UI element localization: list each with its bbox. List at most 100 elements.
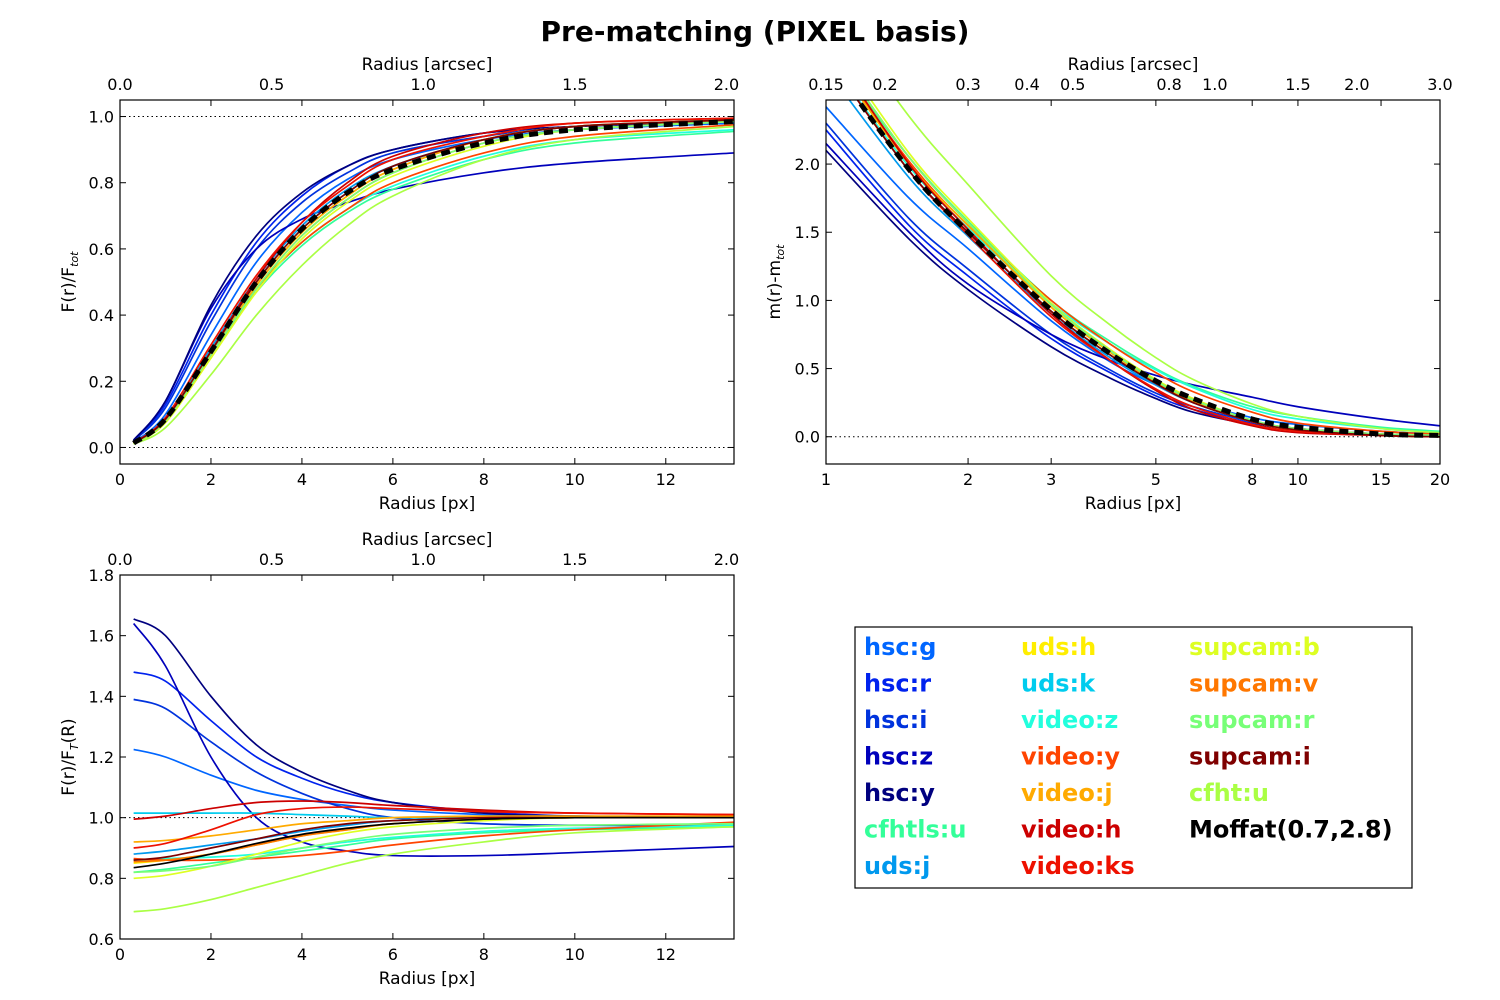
x-tick-label: 0 xyxy=(115,470,125,489)
series-line-video-j xyxy=(861,100,1440,438)
plot-encircled-flux: 0 2 4 6 8 10 12 0.0 0.2 0.4 0.6 0.8 1.0 0.0 0.5 1.0 1.5 2… xyxy=(59,55,739,514)
x-tick-label: 12 xyxy=(656,470,676,489)
top-tick-label: 0.5 xyxy=(1060,75,1085,94)
legend-item-hsc-r: hsc:r xyxy=(864,670,931,698)
x-tick-label: 20 xyxy=(1430,470,1450,489)
legend-item-uds-h: uds:h xyxy=(1021,633,1096,661)
y-tick-label: 1.6 xyxy=(89,627,114,646)
axes-frame xyxy=(119,99,735,465)
y-tick-label: 0.5 xyxy=(795,360,820,379)
series-line-cfht-u xyxy=(895,100,1440,434)
series-line-video-y xyxy=(862,100,1440,435)
legend-item-supcam-r: supcam:r xyxy=(1189,706,1315,734)
y-tick-label: 0.8 xyxy=(89,869,114,888)
top-tick-label: 2.0 xyxy=(1344,75,1369,94)
top-tick-label: 0.2 xyxy=(872,75,897,94)
y-tick-label: 1.5 xyxy=(795,223,820,242)
top-tick-label: 0.15 xyxy=(808,75,844,94)
legend-item-cfhtls-u: cfhtls:u xyxy=(864,816,966,844)
series-line-hsc-z xyxy=(826,143,1440,427)
y-axis-label: F(r)/Ftot xyxy=(59,251,81,313)
top-tick-label: 1.5 xyxy=(1285,75,1310,94)
series-line-supcam-r xyxy=(133,822,734,874)
axes-frame xyxy=(119,574,735,940)
y-tick-label: 0.8 xyxy=(89,174,114,193)
legend-item-supcam-i: supcam:i xyxy=(1189,743,1311,771)
y-tick-label: 1.0 xyxy=(89,809,114,828)
axes-frame xyxy=(825,99,1441,465)
series-line-hsc-y xyxy=(826,149,1440,437)
series-line-hsc-r xyxy=(133,120,734,442)
legend-item-moffat-0-7-2-8-: Moffat(0.7,2.8) xyxy=(1189,816,1393,844)
series-line-video-h xyxy=(863,100,1440,438)
y-tick-label: 1.0 xyxy=(795,291,820,310)
series-line-video-y xyxy=(133,821,734,862)
x-tick-label: 6 xyxy=(388,945,398,964)
series-line-uds-k xyxy=(856,100,1440,438)
legend-item-video-h: video:h xyxy=(1021,816,1122,844)
series-line-hsc-z xyxy=(132,623,734,857)
legend-item-hsc-g: hsc:g xyxy=(864,633,936,661)
y-tick-label: 1.0 xyxy=(89,108,114,127)
legend-item-cfht-u: cfht:u xyxy=(1189,779,1269,807)
x-tick-label: 10 xyxy=(1288,470,1308,489)
x-tick-label: 15 xyxy=(1371,470,1391,489)
x-tick-label: 8 xyxy=(479,470,489,489)
x-tick-label: 5 xyxy=(1151,470,1161,489)
series-line-supcam-i xyxy=(856,100,1440,438)
top-tick-label: 0.8 xyxy=(1156,75,1181,94)
plot-magnitude-growth: 1 2 3 5 8 10 15 20 0.0 0.5 1.0 1.5 2.0 0.15 0.2 0.3 0.4 0… xyxy=(765,55,1453,514)
x-tick-label: 12 xyxy=(656,945,676,964)
x-tick-label: 6 xyxy=(388,470,398,489)
x-tick-label: 2 xyxy=(963,470,973,489)
top-x-axis-label: Radius [arcsec] xyxy=(1068,55,1199,75)
top-tick-label: 1.5 xyxy=(562,550,587,569)
x-tick-label: 3 xyxy=(1046,470,1056,489)
x-axis-label: Radius [px] xyxy=(379,494,476,514)
series-line-video-ks xyxy=(133,117,734,444)
series-line-hsc-y xyxy=(133,618,734,819)
top-tick-label: 0.4 xyxy=(1014,75,1039,94)
legend-item-hsc-y: hsc:y xyxy=(864,779,935,807)
series-line-hsc-i xyxy=(133,120,734,442)
legend-item-video-ks: video:ks xyxy=(1021,852,1135,880)
legend-item-uds-j: uds:j xyxy=(864,852,930,880)
x-axis-label: Radius [px] xyxy=(379,969,476,989)
plot-flux-ratio: 0 2 4 6 8 10 12 0.6 0.8 1.0 1.2 1.4 1.6 1.80.0 0.5 1.0 1… xyxy=(59,530,739,989)
legend-item-supcam-b: supcam:b xyxy=(1189,633,1320,661)
series-line-hsc-r xyxy=(133,671,734,819)
top-tick-label: 0.3 xyxy=(955,75,980,94)
x-tick-label: 1 xyxy=(821,470,831,489)
series-line-cfht-u xyxy=(133,825,734,913)
y-tick-label: 0.6 xyxy=(89,930,114,949)
legend-frame xyxy=(854,626,1413,889)
legend: hsc:g hsc:r hsc:i hsc:z hsc:y cfhtls:u uds:j ud… xyxy=(854,626,1413,889)
x-tick-label: 8 xyxy=(479,945,489,964)
series-line-video-j xyxy=(133,815,734,843)
top-tick-label: 2.0 xyxy=(714,550,739,569)
x-tick-label: 0 xyxy=(115,945,125,964)
legend-item-hsc-i: hsc:i xyxy=(864,706,927,734)
top-tick-label: 2.0 xyxy=(714,75,739,94)
x-tick-label: 4 xyxy=(297,470,307,489)
y-tick-label: 0.4 xyxy=(89,306,114,325)
y-axis-label: F(r)/FT(R) xyxy=(59,718,81,795)
legend-item-video-z: video:z xyxy=(1021,706,1118,734)
series-line-moffat-0-7-2-8- xyxy=(133,816,734,869)
x-tick-label: 8 xyxy=(1247,470,1257,489)
x-tick-label: 2 xyxy=(206,470,216,489)
legend-item-uds-k: uds:k xyxy=(1021,670,1096,698)
legend-item-video-y: video:y xyxy=(1021,743,1120,771)
legend-items: hsc:g hsc:r hsc:i hsc:z hsc:y cfhtls:u uds:j ud… xyxy=(864,633,1393,880)
y-tick-label: 1.2 xyxy=(89,748,114,767)
y-tick-label: 0.6 xyxy=(89,240,114,259)
x-tick-label: 10 xyxy=(565,945,585,964)
series-line-video-ks xyxy=(856,100,1440,438)
y-tick-label: 1.4 xyxy=(89,687,114,706)
top-x-axis-label: Radius [arcsec] xyxy=(362,530,493,550)
top-tick-label: 0.5 xyxy=(259,550,284,569)
top-tick-label: 0.5 xyxy=(259,75,284,94)
x-tick-label: 2 xyxy=(206,945,216,964)
legend-item-supcam-v: supcam:v xyxy=(1189,670,1319,698)
